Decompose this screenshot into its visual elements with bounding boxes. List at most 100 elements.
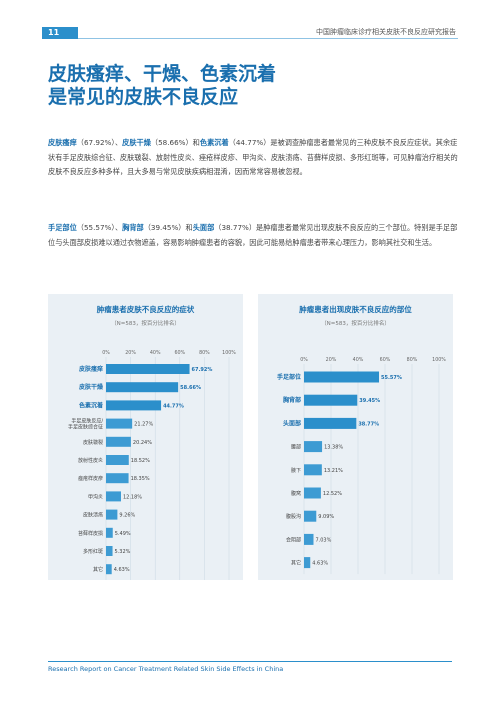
bar-value-label: 5.49%	[115, 531, 131, 537]
x-tick-label: 80%	[199, 350, 210, 356]
category-label: 皮肤干燥	[79, 383, 104, 391]
report-title: 中国肿瘤临床诊疗相关皮肤不良反应研究报告	[316, 28, 456, 36]
category-label: 多形红斑	[83, 548, 103, 555]
category-label: 其它	[93, 566, 103, 573]
paragraph-text: （58.66%）和	[150, 138, 200, 147]
bar-value-label: 12.18%	[123, 494, 142, 500]
headline-line-1: 皮肤瘙痒、干燥、色素沉着	[48, 63, 277, 85]
category-label: 色素沉着	[79, 401, 103, 409]
category-label: 苔藓样皮损	[78, 530, 103, 537]
bar-value-label: 58.66%	[180, 385, 201, 391]
x-tick-label: 60%	[380, 357, 391, 363]
x-tick-label: 80%	[407, 357, 418, 363]
bar	[106, 509, 118, 520]
bar-value-label: 4.63%	[114, 567, 130, 573]
category-label: 皮肤皲裂	[83, 439, 103, 446]
symptoms-bar-chart: 0% 20% 40% 60% 80% 100% 67.92% 皮肤瘙痒 58.66% 皮肤干燥 44…	[68, 350, 236, 580]
chart-subtitle: （N=583，按百分比排名）	[321, 321, 390, 327]
x-tick-label: 0%	[102, 350, 110, 356]
bar	[304, 417, 357, 429]
x-tick-label: 20%	[326, 357, 337, 363]
highlight-head-face: 头面部	[192, 223, 215, 232]
bar	[304, 464, 322, 476]
bar	[304, 487, 321, 499]
chart-panel-locations: 肿瘤患者出现皮肤不良反应的部位 （N=583，按百分比排名） 0% 20% 40% 6…	[258, 294, 453, 580]
category-label: 皮肤溃疡	[83, 512, 103, 519]
category-label: 手足皮肤综合征	[68, 424, 103, 431]
bar	[106, 473, 129, 484]
highlight-dryness: 皮肤干燥	[122, 138, 151, 147]
paragraph-locations: 手足部位（55.57%）、胸背部（39.45%）和头面部（38.77%）是肿瘤患…	[48, 221, 458, 250]
category-label: 放射性皮炎	[78, 457, 103, 464]
category-label: 腹窝	[291, 490, 301, 497]
bar-value-label: 39.45%	[359, 398, 380, 404]
bar-value-label: 9.26%	[119, 513, 135, 519]
headline-line-2: 是常见的皮肤不良反应	[48, 86, 239, 108]
category-label: 腹股沟	[286, 513, 301, 520]
paragraph-text: （44.77%）是被调查肿瘤患者最常见的三种皮肤不良反应症状。其余症状有手足皮肤…	[48, 138, 458, 176]
category-label: 腋下	[291, 467, 301, 474]
footer-text: Research Report on Cancer Treatment Rela…	[48, 665, 284, 673]
paragraph-text: （38.77%）是肿瘤患者最常见出现皮肤不良反应的三个部位。特别是手足部位与头面…	[48, 223, 458, 247]
section-headline: 皮肤瘙痒、干燥、色素沉着 是常见的皮肤不良反应	[48, 63, 448, 109]
x-tick-label: 100%	[432, 357, 446, 363]
header-rule	[78, 38, 458, 39]
category-label: 腰部	[291, 444, 301, 451]
x-tick-label: 0%	[300, 357, 308, 363]
footer-rule	[48, 661, 452, 662]
category-label: 胸背部	[283, 396, 301, 404]
bar-value-label: 67.92%	[192, 367, 213, 373]
category-label: 皮肤瘙痒	[79, 365, 103, 373]
category-label: 其它	[291, 560, 301, 567]
bar-value-label: 13.38%	[324, 445, 343, 451]
bar	[106, 382, 179, 393]
bar-value-label: 7.03%	[315, 537, 331, 543]
page-number: 11	[42, 27, 78, 39]
chart-title: 肿瘤患者皮肤不良反应的症状	[96, 305, 195, 314]
bar	[106, 418, 133, 429]
x-tick-label: 40%	[353, 357, 364, 363]
bar	[106, 491, 121, 502]
bar	[304, 533, 314, 545]
category-label: 痤疮样皮疹	[78, 475, 103, 482]
category-label: 会阴部	[286, 536, 301, 543]
x-tick-label: 100%	[222, 350, 236, 356]
x-tick-label: 20%	[125, 350, 136, 356]
category-label: 手足皮肤反应/	[71, 418, 103, 425]
highlight-pigmentation: 色素沉着	[199, 138, 229, 147]
paragraph-text: （55.57%）、	[76, 223, 123, 232]
bar	[304, 394, 358, 406]
page-header: 11 中国肿瘤临床诊疗相关皮肤不良反应研究报告	[0, 27, 500, 39]
locations-bar-chart: 0% 20% 40% 60% 80% 100% 55.57% 手足部位 39.45% 胸背部 38.…	[277, 357, 446, 575]
paragraph-symptoms: 皮肤瘙痒（67.92%）、皮肤干燥（58.66%）和色素沉着（44.77%）是被…	[48, 136, 458, 180]
bar-value-label: 21.27%	[134, 422, 153, 428]
bar-value-label: 5.32%	[115, 549, 131, 555]
bar	[304, 510, 317, 522]
chart-subtitle: （N=583，按百分比排名）	[111, 321, 180, 327]
chart-panel-symptoms: 肿瘤患者皮肤不良反应的症状 （N=583，按百分比排名） 0% 20% 40% 60%…	[48, 294, 243, 580]
bar-value-label: 12.52%	[323, 491, 342, 497]
category-label: 头面部	[283, 419, 301, 427]
highlight-hands-feet: 手足部位	[48, 223, 77, 232]
bar-value-label: 55.57%	[381, 375, 402, 381]
bar-value-label: 18.35%	[131, 476, 150, 482]
bar	[304, 371, 380, 383]
highlight-chest-back: 胸背部	[122, 223, 144, 232]
bar	[106, 564, 112, 575]
category-label: 手足部位	[277, 373, 301, 381]
bar	[106, 364, 190, 374]
x-tick-label: 40%	[150, 350, 161, 356]
bar-value-label: 44.77%	[163, 403, 184, 409]
bar	[106, 400, 162, 411]
bar	[106, 455, 129, 465]
chart-title: 肿瘤患者出现皮肤不良反应的部位	[299, 305, 412, 314]
bar	[106, 527, 113, 538]
x-tick-label: 60%	[174, 350, 185, 356]
bar-value-label: 18.52%	[131, 458, 150, 464]
bar-value-label: 13.21%	[324, 468, 343, 474]
bar-value-label: 4.63%	[312, 561, 328, 567]
bar	[304, 441, 323, 453]
bar	[106, 546, 113, 556]
bar	[304, 557, 311, 569]
paragraph-text: （67.92%）、	[76, 138, 123, 147]
